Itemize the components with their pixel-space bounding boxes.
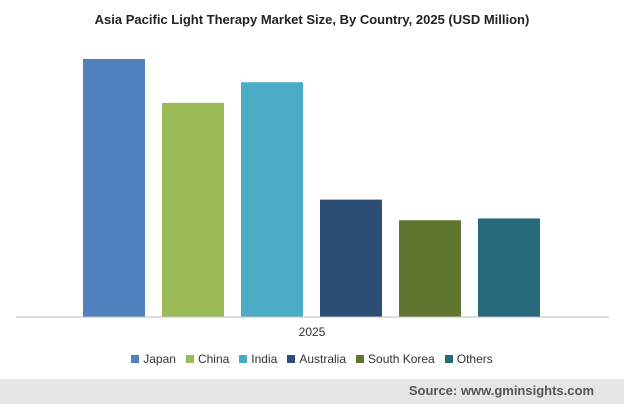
legend: Japan China India Australia South Korea Other… (0, 352, 624, 366)
legend-label: South Korea (368, 352, 435, 366)
legend-swatch (356, 355, 365, 363)
legend-swatch (185, 355, 194, 363)
legend-item-australia: Australia (287, 352, 346, 366)
bar-china (162, 102, 224, 317)
source-text: Source: www.gminsights.com (408, 383, 594, 398)
bar-australia (320, 199, 382, 317)
legend-label: India (251, 352, 278, 366)
legend-item-china: China (185, 352, 230, 366)
bars-group (83, 59, 540, 317)
bar-japan (83, 59, 145, 317)
legend-label: China (197, 352, 230, 366)
legend-swatch (444, 355, 453, 363)
x-tick-label: 2025 (299, 325, 326, 339)
chart-title: Asia Pacific Light Therapy Market Size, … (94, 12, 530, 27)
legend-label: Others (456, 352, 493, 366)
legend-swatch (239, 355, 248, 363)
legend-swatch (131, 355, 140, 363)
legend-item-japan: Japan (131, 352, 176, 366)
source-footer: Source: www.gminsights.com (0, 379, 624, 404)
bar-india (241, 82, 303, 317)
legend-item-others: Others (444, 352, 493, 366)
legend-label: Australia (299, 352, 347, 366)
legend-item-india: India (239, 352, 277, 366)
legend-swatch (287, 355, 296, 363)
bar-south-korea (399, 220, 461, 317)
legend-label: Japan (143, 352, 176, 366)
bar-others (478, 218, 540, 317)
legend-item-south-korea: South Korea (356, 352, 435, 366)
